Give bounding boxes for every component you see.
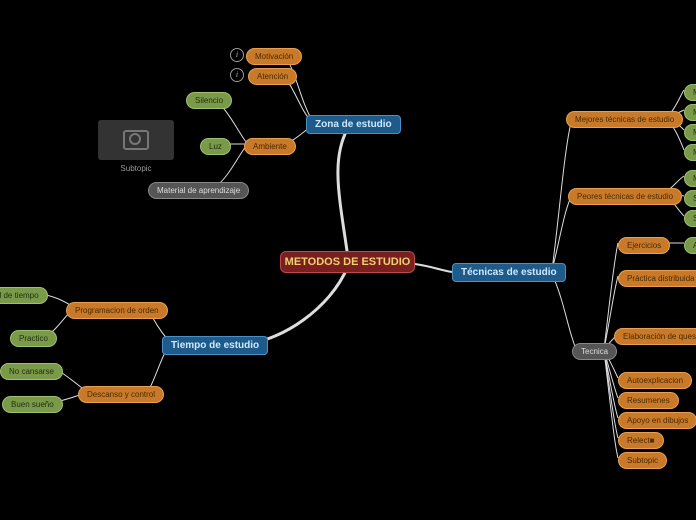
edge <box>250 266 348 343</box>
node-practica_dist[interactable]: Práctica distribuida <box>618 270 696 287</box>
edge <box>338 128 348 258</box>
node-buen_sueno[interactable]: Buen sueño <box>2 396 63 413</box>
node-no_cansarse[interactable]: No cansarse <box>0 363 63 380</box>
node-m3[interactable]: M <box>684 124 696 141</box>
node-m2[interactable]: M <box>684 104 696 121</box>
edge <box>415 264 452 272</box>
node-peores[interactable]: Peores técnicas de estudio <box>568 188 682 205</box>
node-m1[interactable]: M <box>684 84 696 101</box>
node-material[interactable]: Material de aprendizaje <box>148 182 249 199</box>
node-prog[interactable]: Programacion de orden <box>66 302 168 319</box>
node-zona[interactable]: Zona de estudio <box>306 115 401 134</box>
node-autoexp[interactable]: Autoexplicacion <box>618 372 692 389</box>
node-tiempo[interactable]: Tiempo de estudio <box>162 336 268 355</box>
node-luz[interactable]: Luz <box>200 138 231 155</box>
node-p2[interactable]: S <box>684 190 696 207</box>
node-mejores[interactable]: Mejores técnicas de estudio <box>566 111 683 128</box>
node-silencio[interactable]: Silencio <box>186 92 232 109</box>
node-ambiente[interactable]: Ambiente <box>244 138 296 155</box>
node-apoyo[interactable]: Apoyo en dibujos <box>618 412 696 429</box>
node-descanso[interactable]: Descanso y control <box>78 386 164 403</box>
image-placeholder-label: Subtopic <box>120 164 151 173</box>
node-p3[interactable]: S <box>684 210 696 227</box>
edge <box>552 274 576 349</box>
node-ej_sub[interactable]: A <box>684 237 696 254</box>
camera-icon <box>123 130 149 150</box>
node-subtopic2[interactable]: Subtopic <box>618 452 667 469</box>
edge <box>604 351 618 458</box>
node-ctrl_tiempo[interactable]: ol de tiempo <box>0 287 48 304</box>
image-placeholder-box <box>98 120 174 160</box>
info-icon: i <box>230 48 244 62</box>
edge <box>552 195 572 270</box>
node-motivacion[interactable]: Motivación <box>246 48 302 65</box>
node-atencion[interactable]: Atención <box>248 68 297 85</box>
node-elaboracion[interactable]: Elaboración de questionar <box>614 328 696 345</box>
node-m4[interactable]: M <box>684 144 696 161</box>
node-tecnicas[interactable]: Técnicas de estudio <box>452 263 566 282</box>
node-practico[interactable]: Practico <box>10 330 57 347</box>
node-root[interactable]: METODOS DE ESTUDIO <box>280 251 415 273</box>
image-placeholder: Subtopic <box>98 120 174 173</box>
node-resumenes[interactable]: Resumenes <box>618 392 679 409</box>
info-icon: i <box>230 68 244 82</box>
node-p1[interactable]: M <box>684 170 696 187</box>
node-tecnica[interactable]: Tecnica <box>572 343 617 360</box>
node-relect[interactable]: Relect■ <box>618 432 664 449</box>
node-ejercicios[interactable]: Ejercicios <box>618 237 670 254</box>
